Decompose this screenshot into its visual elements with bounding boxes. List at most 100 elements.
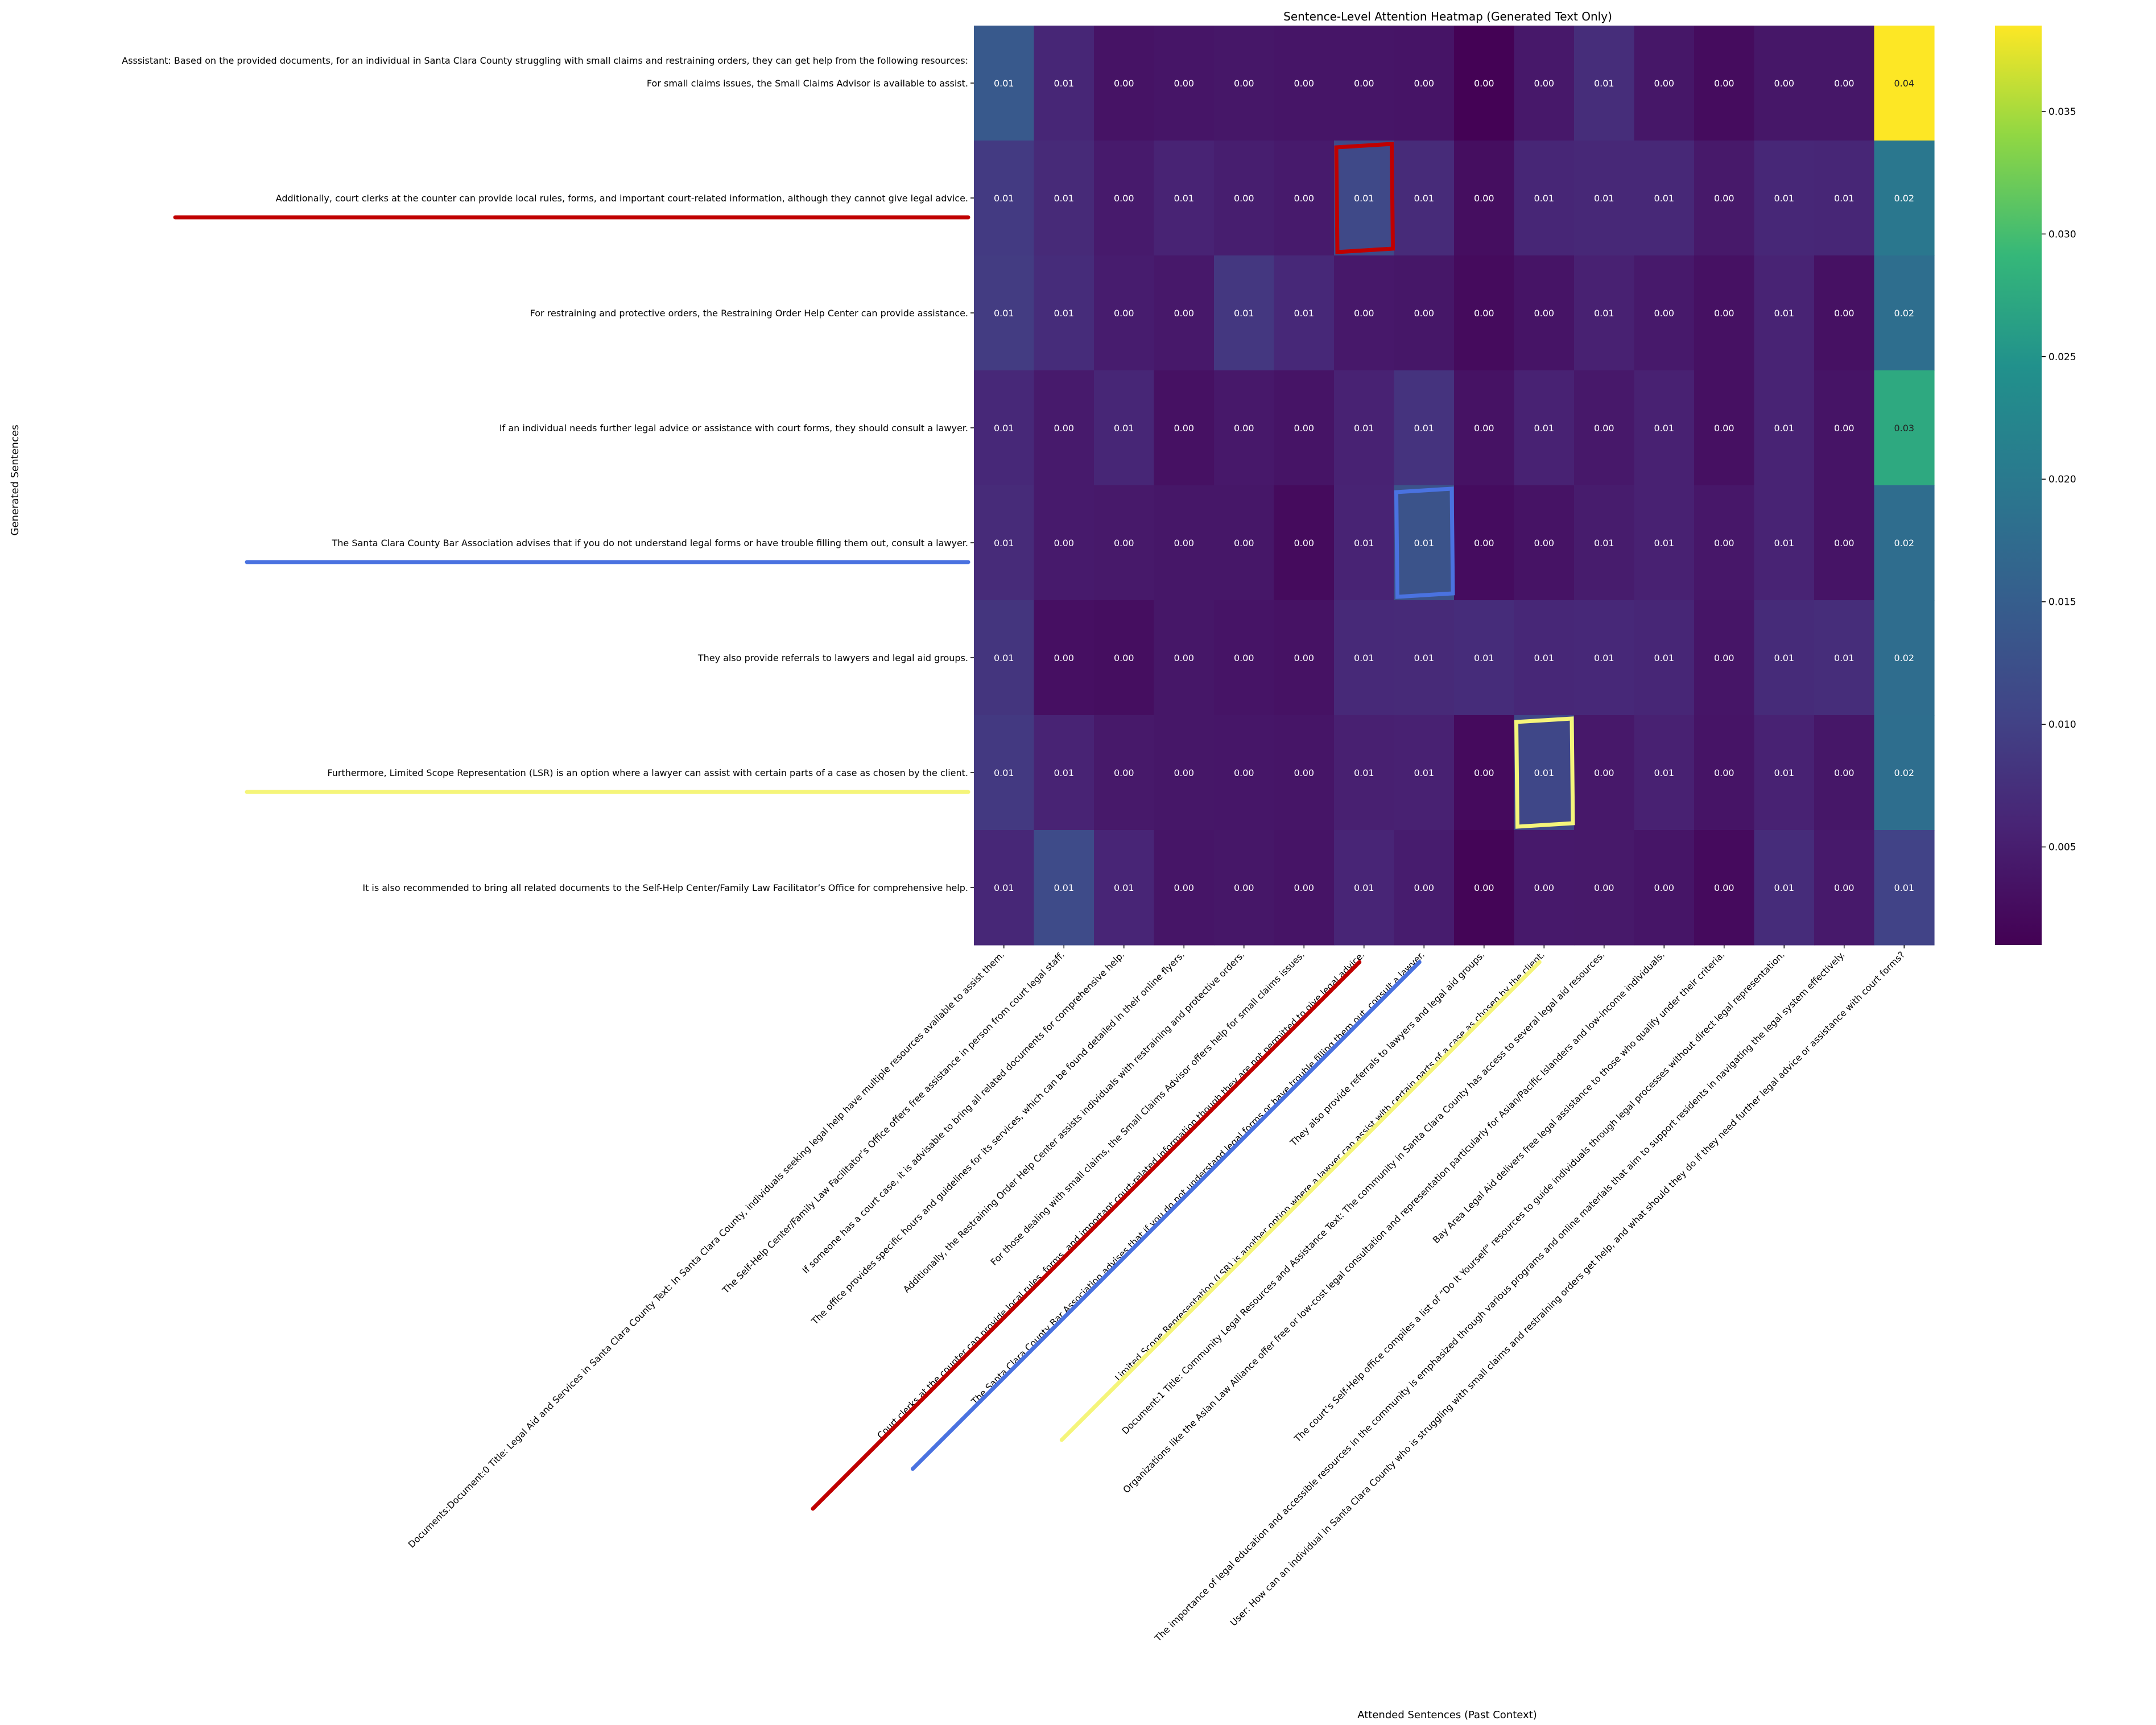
heatmap-cell: [1214, 26, 1275, 141]
cell-value-label: 0.01: [1594, 308, 1614, 319]
heatmap-cell: [1394, 600, 1455, 716]
heatmap-cell: [1394, 370, 1455, 486]
cell-value-label: 0.01: [1534, 767, 1554, 778]
cell-value-label: 0.00: [1294, 882, 1314, 893]
cell-value-label: 0.02: [1894, 308, 1914, 319]
heatmap-cell: [1874, 600, 1935, 716]
heatmap-cell: [1574, 485, 1635, 601]
heatmap-cell: [1214, 600, 1275, 716]
heatmap-cell: [1274, 370, 1335, 486]
cell-value-label: 0.00: [1114, 538, 1134, 548]
heatmap-cell: [1634, 715, 1695, 831]
chart-title: Sentence-Level Attention Heatmap (Genera…: [1283, 10, 1612, 23]
cell-value-label: 0.00: [1594, 423, 1614, 434]
heatmap-cell: [1454, 255, 1515, 371]
cell-value-label: 0.00: [1594, 882, 1614, 893]
cell-value-label: 0.04: [1894, 78, 1914, 89]
heatmap-cell: [1874, 830, 1935, 946]
cell-value-label: 0.01: [1354, 767, 1374, 778]
cell-value-label: 0.01: [1354, 653, 1374, 663]
heatmap-cell: [974, 255, 1035, 371]
heatmap-cell: [1574, 830, 1635, 946]
row-label: Furthermore, Limited Scope Representatio…: [327, 767, 968, 778]
heatmap-cell: [1514, 26, 1575, 141]
cell-value-label: 0.00: [1474, 423, 1494, 434]
cell-value-label: 0.00: [1474, 78, 1494, 89]
heatmap-cell: [1814, 141, 1875, 256]
cell-value-label: 0.00: [1714, 767, 1734, 778]
cell-value-label: 0.01: [1594, 653, 1614, 663]
cell-value-label: 0.00: [1294, 423, 1314, 434]
cell-value-label: 0.01: [1054, 308, 1074, 319]
cell-value-label: 0.01: [1654, 538, 1674, 548]
heatmap-cell: [1814, 485, 1875, 601]
cell-value-label: 0.01: [994, 767, 1014, 778]
heatmap-cell: [1334, 141, 1395, 256]
row-label: Asssistant: Based on the provided docume…: [122, 55, 968, 66]
cell-value-label: 0.00: [1294, 78, 1314, 89]
heatmap-cell: [1394, 141, 1455, 256]
heatmap-cell: [1274, 600, 1335, 716]
cell-value-label: 0.01: [1774, 423, 1794, 434]
cell-value-label: 0.00: [1174, 653, 1194, 663]
cell-value-label: 0.01: [1594, 193, 1614, 204]
cell-value-label: 0.00: [1714, 423, 1734, 434]
cell-value-label: 0.02: [1894, 538, 1914, 548]
cell-value-label: 0.01: [1894, 882, 1914, 893]
column-label: Bay Area Legal Aid delivers free legal a…: [1431, 949, 1727, 1245]
heatmap-cells: 0.01 0.01 0.00 0.00 0.00 0.00 0.00 0.00 0.00 0.00…: [974, 26, 1935, 946]
cell-value-label: 0.00: [1714, 653, 1734, 663]
heatmap-cell: [1574, 141, 1635, 256]
colorbar-tick-label: 0.030: [2048, 229, 2076, 240]
cell-value-label: 0.01: [1654, 767, 1674, 778]
column-label: The office provides specific hours and g…: [809, 949, 1187, 1327]
heatmap-cell: [1394, 715, 1455, 831]
heatmap-cell: [1454, 141, 1515, 256]
cell-value-label: 0.00: [1174, 882, 1194, 893]
heatmap-cell: [1094, 141, 1155, 256]
cell-value-label: 0.01: [1234, 308, 1254, 319]
cell-value-label: 0.03: [1894, 423, 1914, 434]
cell-value-label: 0.01: [1054, 882, 1074, 893]
heatmap-cell: [1454, 830, 1515, 946]
column-underline: [811, 960, 1362, 1511]
row-label: The Santa Clara County Bar Association a…: [332, 538, 969, 548]
heatmap-cell: [1634, 830, 1695, 946]
colorbar-tick-label: 0.035: [2048, 106, 2076, 118]
cell-value-label: 0.00: [1174, 538, 1194, 548]
heatmap-cell: [1454, 485, 1515, 601]
cell-value-label: 0.01: [1054, 193, 1074, 204]
cell-value-label: 0.01: [1414, 423, 1434, 434]
heatmap-cell: [1034, 141, 1094, 256]
cell-value-label: 0.01: [1354, 882, 1374, 893]
colorbar: 0.005 0.010 0.015 0.020 0.025 0.030 0.035: [1995, 26, 2076, 945]
cell-value-label: 0.00: [1054, 423, 1074, 434]
cell-value-label: 0.00: [1714, 308, 1734, 319]
heatmap-cell: [1274, 141, 1335, 256]
heatmap-cell: [1754, 255, 1815, 371]
heatmap-cell: [1154, 26, 1215, 141]
cell-value-label: 0.00: [1294, 193, 1314, 204]
colorbar-gradient: [1995, 26, 2042, 945]
cell-value-label: 0.00: [1234, 78, 1254, 89]
heatmap-cell: [974, 141, 1035, 256]
cell-value-label: 0.00: [1114, 308, 1134, 319]
column-label: Document:1 Title: Community Legal Resour…: [1120, 949, 1606, 1436]
heatmap-cell: [1334, 255, 1395, 371]
heatmap-cell: [1754, 485, 1815, 601]
heatmap-cell: [1214, 141, 1275, 256]
heatmap-cell: [1514, 600, 1575, 716]
cell-value-label: 0.01: [1654, 193, 1674, 204]
row-labels: Asssistant: Based on the provided docume…: [122, 55, 974, 893]
heatmap-cell: [1694, 141, 1755, 256]
heatmap-cell: [1874, 141, 1935, 256]
cell-value-label: 0.00: [1054, 653, 1074, 663]
heatmap-cell: [1034, 830, 1094, 946]
cell-value-label: 0.01: [1474, 653, 1494, 663]
cell-value-label: 0.00: [1834, 538, 1855, 548]
heatmap-cell: [1334, 600, 1395, 716]
cell-value-label: 0.01: [994, 78, 1014, 89]
highlight-box: [1334, 142, 1395, 254]
heatmap-cell: [1694, 370, 1755, 486]
